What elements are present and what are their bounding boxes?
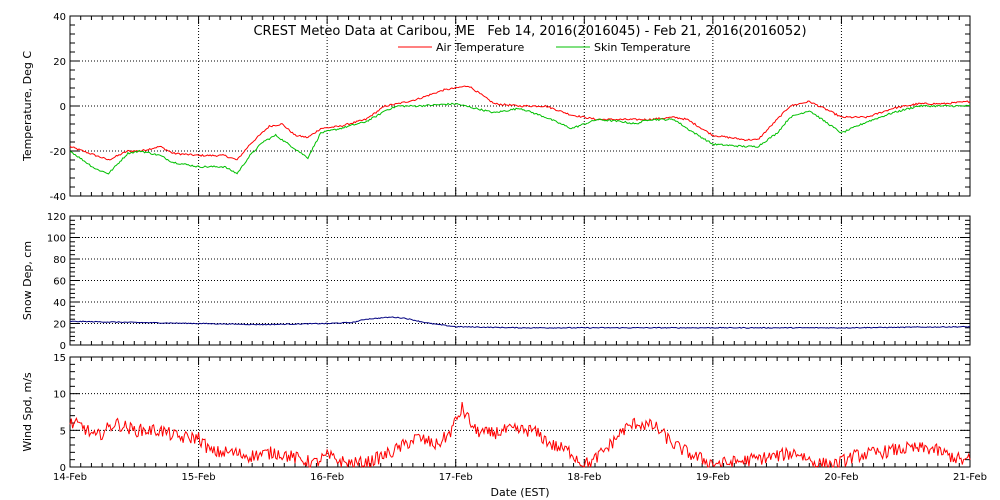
y-axis-title: Wind Spd, m/s [21, 372, 34, 452]
x-tick-label: 19-Feb [696, 472, 730, 483]
y-tick-label: 0 [60, 463, 66, 474]
y-tick-label: 20 [53, 320, 66, 331]
y-axis-title: Temperature, Deg C [21, 51, 34, 162]
y-tick-label: 40 [53, 12, 66, 23]
y-tick-label: 80 [53, 255, 66, 266]
panel-frame-2 [69, 356, 971, 468]
x-tick-label: 21-Feb [953, 472, 987, 483]
y-tick-label: 100 [47, 234, 66, 245]
panel-1-series-line [69, 316, 971, 329]
air-temperature-line [69, 85, 971, 161]
y-tick-label: 20 [53, 57, 66, 68]
x-tick-label: 18-Feb [567, 472, 601, 483]
legend-label: Air Temperature [436, 41, 525, 54]
y-tick-label: 10 [53, 390, 66, 401]
panel-2-series-line [69, 402, 971, 469]
x-tick-label: 17-Feb [439, 472, 473, 483]
y-tick-label: -40 [50, 192, 66, 203]
x-tick-label: 14-Feb [53, 472, 87, 483]
y-tick-label: 5 [60, 426, 66, 437]
x-tick-label: 20-Feb [824, 472, 858, 483]
x-tick-label: 15-Feb [182, 472, 216, 483]
y-tick-label: 15 [53, 353, 66, 364]
legend-label: Skin Temperature [594, 41, 691, 54]
skin-temperature-line [70, 102, 971, 175]
y-tick-label: 0 [60, 102, 66, 113]
x-axis-title: Date (EST) [490, 486, 549, 499]
y-tick-label: 60 [53, 277, 66, 288]
y-axis-title: Snow Dep, cm [21, 241, 34, 320]
y-tick-label: -20 [50, 147, 66, 158]
chart-title: CREST Meteo Data at Caribou, ME Feb 14, … [253, 24, 806, 39]
y-tick-label: 40 [53, 298, 66, 309]
x-tick-label: 16-Feb [310, 472, 344, 483]
y-tick-label: 0 [60, 341, 66, 352]
y-tick-label: 120 [47, 212, 66, 223]
